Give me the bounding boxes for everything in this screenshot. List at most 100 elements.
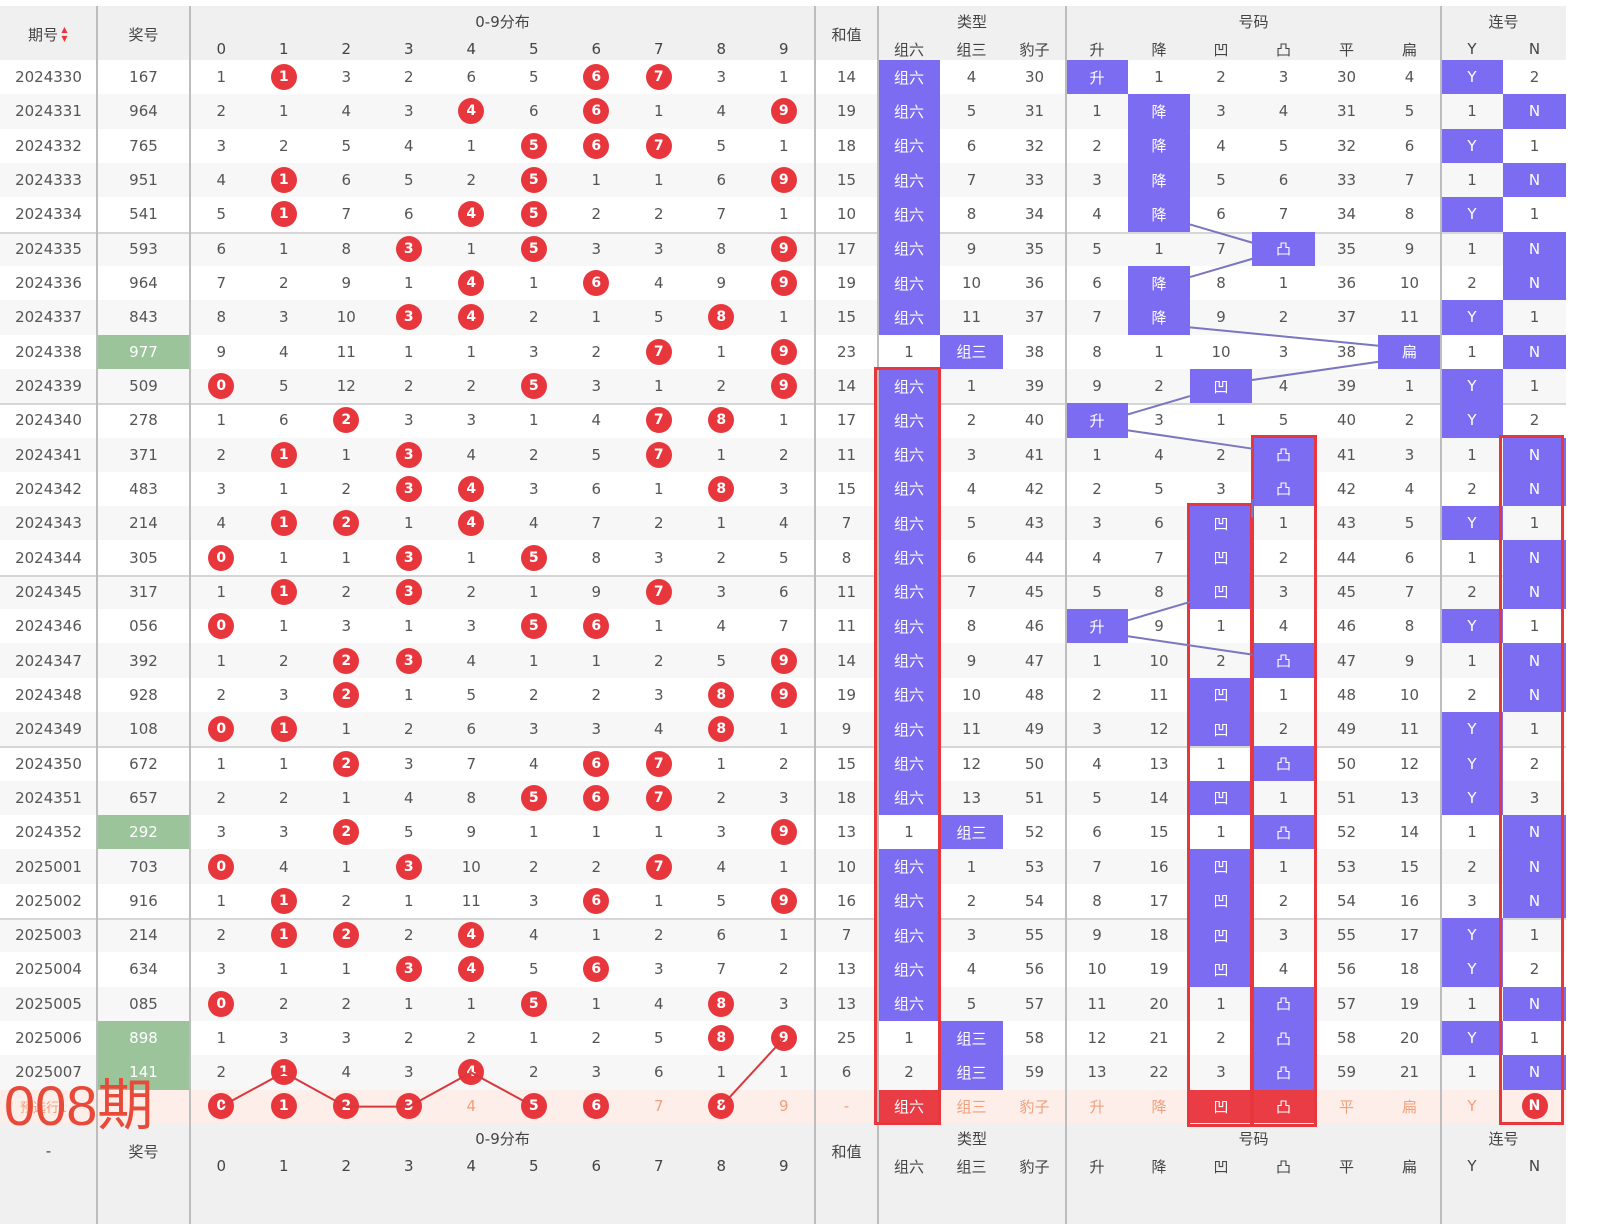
- forecast-consec[interactable]: N: [1503, 1090, 1566, 1123]
- forecast-digit[interactable]: 2: [315, 1090, 378, 1123]
- digit-cell: 8: [216, 308, 227, 327]
- hit-ball: 4: [458, 510, 485, 537]
- digit-cell: 3: [278, 308, 289, 327]
- digit-cell: 6: [565, 781, 628, 815]
- digit-cell: 3: [378, 232, 441, 266]
- code-cell: 58: [1336, 1029, 1357, 1048]
- forecast-ball[interactable]: 0: [208, 1093, 235, 1120]
- digit-cell: 8: [690, 712, 753, 746]
- header-period[interactable]: 期号 ▲▼: [0, 6, 97, 62]
- prize-number: 703: [129, 857, 158, 876]
- forecast-ball[interactable]: 3: [395, 1093, 422, 1120]
- forecast-ball[interactable]: 2: [333, 1093, 360, 1120]
- forecast-label: 预选行1: [20, 1100, 68, 1116]
- forecast-type[interactable]: 组三: [956, 1097, 987, 1116]
- forecast-consec[interactable]: Y: [1467, 1097, 1477, 1116]
- code-cell: 8: [1092, 891, 1102, 910]
- type-cell: 6: [966, 136, 977, 155]
- digit-cell: 4: [466, 651, 477, 670]
- digit-cell: 1: [403, 994, 414, 1013]
- prize-number: 305: [129, 548, 158, 567]
- digit-cell: 3: [716, 823, 727, 842]
- consec-cell: 2: [1529, 68, 1540, 87]
- forecast-digit[interactable]: 8: [690, 1090, 753, 1123]
- type-cell: 组六: [878, 60, 940, 95]
- digit-cell: 4: [528, 754, 539, 773]
- forecast-code[interactable]: 升: [1089, 1097, 1105, 1116]
- code-cell: 凸: [1252, 231, 1315, 266]
- forecast-ball[interactable]: 8: [708, 1093, 735, 1120]
- forecast-digit[interactable]: 4: [466, 1097, 477, 1116]
- digit-cell: 5: [278, 377, 289, 396]
- digit-cell: 0: [190, 540, 253, 574]
- forecast-type[interactable]: 组六: [878, 1089, 940, 1123]
- hit-ball: 9: [770, 373, 797, 400]
- forecast-ball[interactable]: 1: [270, 1093, 297, 1120]
- code-cell: 37: [1336, 308, 1357, 327]
- code-cell: 4: [1404, 68, 1415, 87]
- hit-ball: 3: [395, 956, 422, 983]
- consec-cell: N: [1503, 574, 1566, 610]
- forecast-code[interactable]: 平: [1338, 1097, 1354, 1116]
- code-cell: 4: [1216, 136, 1226, 155]
- hit-ball: 9: [770, 887, 797, 914]
- forecast-code[interactable]: 凹: [1190, 1089, 1252, 1123]
- type-cell: 4: [966, 479, 977, 498]
- digit-cell: 4: [440, 94, 503, 128]
- forecast-ball[interactable]: 6: [583, 1093, 610, 1120]
- period-cell: 2024339: [15, 377, 82, 396]
- code-cell: 1: [1092, 651, 1102, 670]
- forecast-digit[interactable]: 5: [503, 1090, 566, 1123]
- prize-number: 928: [129, 685, 158, 704]
- period-label: 期号: [27, 25, 58, 44]
- hit-ball: 5: [520, 784, 547, 811]
- digit-cell: 3: [278, 685, 289, 704]
- digit-cell: 7: [628, 575, 691, 609]
- type-cell: 2: [966, 411, 977, 430]
- type-cell: 48: [1024, 685, 1045, 704]
- header-consec-col: Y: [1441, 1153, 1503, 1179]
- digit-cell: 2: [216, 926, 227, 945]
- header-type-col: 组六: [878, 36, 940, 62]
- code-cell: 3: [1216, 1063, 1226, 1082]
- code-cell: 6: [1154, 514, 1164, 533]
- digit-cell: 2: [466, 171, 477, 190]
- sort-icon[interactable]: ▲▼: [60, 25, 69, 43]
- digit-cell: 2: [341, 582, 352, 601]
- digit-cell: 1: [253, 712, 316, 746]
- type-cell: 组六: [878, 952, 940, 987]
- header-code: 号码: [1066, 1123, 1441, 1153]
- hit-ball: 2: [333, 407, 360, 434]
- forecast-digit[interactable]: 7: [653, 1097, 664, 1116]
- digit-cell: 2: [315, 918, 378, 952]
- forecast-ball[interactable]: 5: [520, 1093, 547, 1120]
- type-cell: 31: [1024, 102, 1045, 121]
- table-row: [0, 780, 1566, 816]
- digit-cell: 6: [565, 952, 628, 986]
- header-type: 类型: [878, 6, 1066, 36]
- forecast-code[interactable]: 扁: [1401, 1097, 1417, 1116]
- forecast-code[interactable]: 凸: [1252, 1089, 1315, 1123]
- sum-cell: 7: [841, 514, 852, 533]
- digit-cell: 3: [653, 239, 664, 258]
- digit-cell: 3: [216, 823, 227, 842]
- forecast-digit[interactable]: 9: [778, 1097, 789, 1116]
- forecast-digit[interactable]: 6: [565, 1090, 628, 1123]
- header-consec-col: Y: [1441, 36, 1503, 62]
- digit-cell: 1: [403, 342, 414, 361]
- digit-cell: 1: [466, 994, 477, 1013]
- type-cell: 组六: [878, 746, 940, 781]
- digit-cell: 4: [716, 617, 727, 636]
- prize-number: 898: [97, 1020, 190, 1056]
- forecast-digit[interactable]: 0: [190, 1090, 253, 1123]
- forecast-digit[interactable]: 3: [378, 1090, 441, 1123]
- prize-number: 056: [129, 617, 158, 636]
- digit-cell: 3: [378, 643, 441, 677]
- hit-ball: 4: [458, 922, 485, 949]
- forecast-digit[interactable]: 1: [253, 1090, 316, 1123]
- forecast-ball[interactable]: N: [1521, 1093, 1548, 1120]
- hit-ball: 7: [645, 407, 672, 434]
- digit-cell: 0: [190, 369, 253, 403]
- forecast-code[interactable]: 降: [1151, 1097, 1167, 1116]
- forecast-type[interactable]: 豹子: [1019, 1097, 1050, 1116]
